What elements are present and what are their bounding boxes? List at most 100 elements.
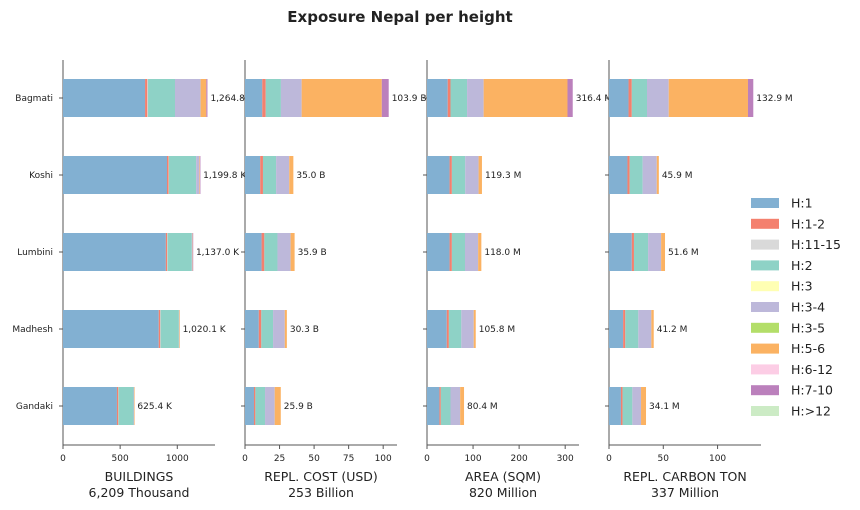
- panel-4-bar-madhesh-h-1: [609, 310, 624, 348]
- panel-3-bar-lumbini-h-5-6: [478, 233, 482, 271]
- panel-3-bar-bagmati-h-2: [450, 79, 468, 117]
- panel-2-bar-lumbini-h-5-6: [290, 233, 295, 271]
- panel-2-bar-bagmati-h-7-10: [381, 79, 389, 117]
- panel-4-bar-lumbini-h-2: [633, 233, 649, 271]
- category-label-koshi: Koshi: [29, 171, 53, 181]
- panel-1-data-label-madhesh: 1,020.1 K: [183, 325, 227, 335]
- legend-label-h-3-5: H:3-5: [791, 320, 825, 335]
- panel-1-bar-koshi-h-11-15: [168, 156, 170, 194]
- panel-3-bar-lumbini-h-1: [427, 233, 450, 271]
- panel-3-bar-madhesh-h-1: [427, 310, 447, 348]
- legend-swatch-h-3-5: [751, 322, 779, 333]
- panel-2-x-tick-label: 25: [274, 454, 285, 464]
- panel-1-bar-madhesh-h-5-6: [179, 310, 180, 348]
- panel-3-bar-gandaki-h-5-6: [460, 387, 465, 425]
- panel-1-x-axis-title: BUILDINGS: [105, 469, 174, 484]
- panel-2-bar-madhesh-h-1: [245, 310, 259, 348]
- panel-1-bar-madhesh-h-1-2: [158, 310, 161, 348]
- legend-swatch-h-6-12: [751, 364, 779, 375]
- panel-4-bar-madhesh-h-3-4: [638, 310, 652, 348]
- panel-1-bar-koshi-h-1: [63, 156, 167, 194]
- panel-1-bar-gandaki-h-5-6: [134, 387, 135, 425]
- legend-label-h-11-15: H:11-15: [791, 237, 841, 252]
- panel-1-bar-bagmati-h-7-10: [206, 79, 208, 117]
- panel-1-x-tick-label: 1000: [166, 454, 189, 464]
- panel-4-data-label-lumbini: 51.6 M: [668, 248, 699, 258]
- panel-1-bar-madhesh-h-11-15: [160, 310, 161, 348]
- panel-4-bar-madhesh-h-5-6: [651, 310, 654, 348]
- panel-4-bar-bagmati-h-7-10: [747, 79, 754, 117]
- panel-3-bar-bagmati-h-3-4: [467, 79, 484, 117]
- panel-4-bar-bagmati-h-3-4: [647, 79, 669, 117]
- panel-1-bar-koshi-h-2: [168, 156, 197, 194]
- legend-label-h-5-6: H:5-6: [791, 341, 825, 356]
- panel-4-data-label-gandaki: 34.1 M: [649, 402, 680, 412]
- panel-2-bar-madhesh-h-2: [261, 310, 274, 348]
- panel-2-bar-madhesh-h-3-4: [273, 310, 285, 348]
- panel-2-total-label: 253 Billion: [288, 485, 354, 500]
- panel-1-bar-koshi-h-7-10: [199, 156, 201, 194]
- panel-1-bar-gandaki-h-1-2: [116, 387, 119, 425]
- legend-label-h-2: H:2: [791, 258, 813, 273]
- panel-2-x-axis-title: REPL. COST (USD): [264, 469, 378, 484]
- panel-2-data-label-madhesh: 30.3 B: [290, 325, 319, 335]
- panel-4-bar-madhesh-h-2: [625, 310, 639, 348]
- legend-swatch-h-11-15: [751, 239, 779, 250]
- panel-2-x-tick-label: 100: [375, 454, 392, 464]
- panel-4-data-label-koshi: 45.9 M: [662, 171, 693, 181]
- legend-swatch-h-5-6: [751, 343, 779, 354]
- panel-2-bar-madhesh-h-1-2: [258, 310, 262, 348]
- panel-2-bar-gandaki-h-1-2: [253, 387, 256, 425]
- panel-4-bar-lumbini-h-3-4: [648, 233, 662, 271]
- panel-3-x-tick-label: 100: [464, 454, 481, 464]
- panel-1-bar-lumbini-h-7-10: [192, 233, 194, 271]
- panel-1-bar-bagmati-h-3-4: [175, 79, 201, 117]
- panel-3-bar-bagmati-h-1: [427, 79, 448, 117]
- panel-2-bar-madhesh-h-5-6: [284, 310, 287, 348]
- panel-1-bar-bagmati-h-5-6: [200, 79, 207, 117]
- panel-4-bar-bagmati-h-1: [609, 79, 629, 117]
- panel-1-bar-lumbini-h-5-6: [192, 233, 193, 271]
- panel-3-bar-gandaki-h-1-2: [439, 387, 441, 425]
- panel-1-bar-lumbini-h-1: [63, 233, 166, 271]
- panel-1-data-label-bagmati: 1,264.8 K: [210, 94, 254, 104]
- legend-swatch-h-12: [751, 406, 779, 416]
- panel-3-bar-gandaki-h-3-4: [450, 387, 461, 425]
- panel-2-data-label-koshi: 35.0 B: [296, 171, 325, 181]
- panel-3-x-tick-label: 0: [424, 454, 430, 464]
- panel-1-bar-madhesh-h-3-4: [178, 310, 180, 348]
- panel-3-x-axis-title: AREA (SQM): [465, 469, 541, 484]
- panel-1-bar-bagmati-h-2: [148, 79, 175, 117]
- panel-3-bar-bagmati-h-1-2: [447, 79, 451, 117]
- panel-4-bar-koshi-h-2: [629, 156, 643, 194]
- panel-1-x-tick-label: 500: [112, 454, 129, 464]
- panel-2-bar-lumbini-h-1-2: [261, 233, 265, 271]
- panel-3-bar-madhesh-h-1-2: [446, 310, 449, 348]
- panel-4-bar-gandaki-h-3-4: [632, 387, 642, 425]
- panel-3-bar-lumbini-h-2: [451, 233, 465, 271]
- panel-3-total-label: 820 Million: [469, 485, 537, 500]
- panel-3-bar-gandaki-h-2: [440, 387, 451, 425]
- panel-2-bar-koshi-h-1-2: [260, 156, 263, 194]
- panel-1-bar-lumbini-h-11-15: [167, 233, 168, 271]
- legend-swatch-h-1: [751, 198, 779, 208]
- panel-3-bar-koshi-h-1: [427, 156, 450, 194]
- panel-4-total-label: 337 Million: [651, 485, 719, 500]
- panel-1-data-label-lumbini: 1,137.0 K: [196, 248, 240, 258]
- category-label-gandaki: Gandaki: [16, 402, 53, 412]
- legend-label-h-12: H:>12: [791, 404, 831, 419]
- panel-1-bar-lumbini-h-1-2: [165, 233, 168, 271]
- panel-1-x-tick-label: 0: [60, 454, 66, 464]
- panel-4-x-tick-label: 50: [658, 454, 670, 464]
- legend-label-h-1-2: H:1-2: [791, 216, 825, 231]
- panel-2-bar-lumbini-h-3-4: [277, 233, 291, 271]
- panel-2-bar-bagmati-h-3-4: [280, 79, 302, 117]
- panel-2-bar-gandaki-h-5-6: [274, 387, 281, 425]
- category-label-lumbini: Lumbini: [17, 248, 53, 258]
- panel-4-bar-gandaki-h-1: [609, 387, 621, 425]
- panel-1-bar-bagmati-h-1: [63, 79, 146, 117]
- panel-2-bar-bagmati-h-2: [265, 79, 281, 117]
- panel-4-data-label-madhesh: 41.2 M: [657, 325, 688, 335]
- panel-3-x-tick-label: 200: [511, 454, 528, 464]
